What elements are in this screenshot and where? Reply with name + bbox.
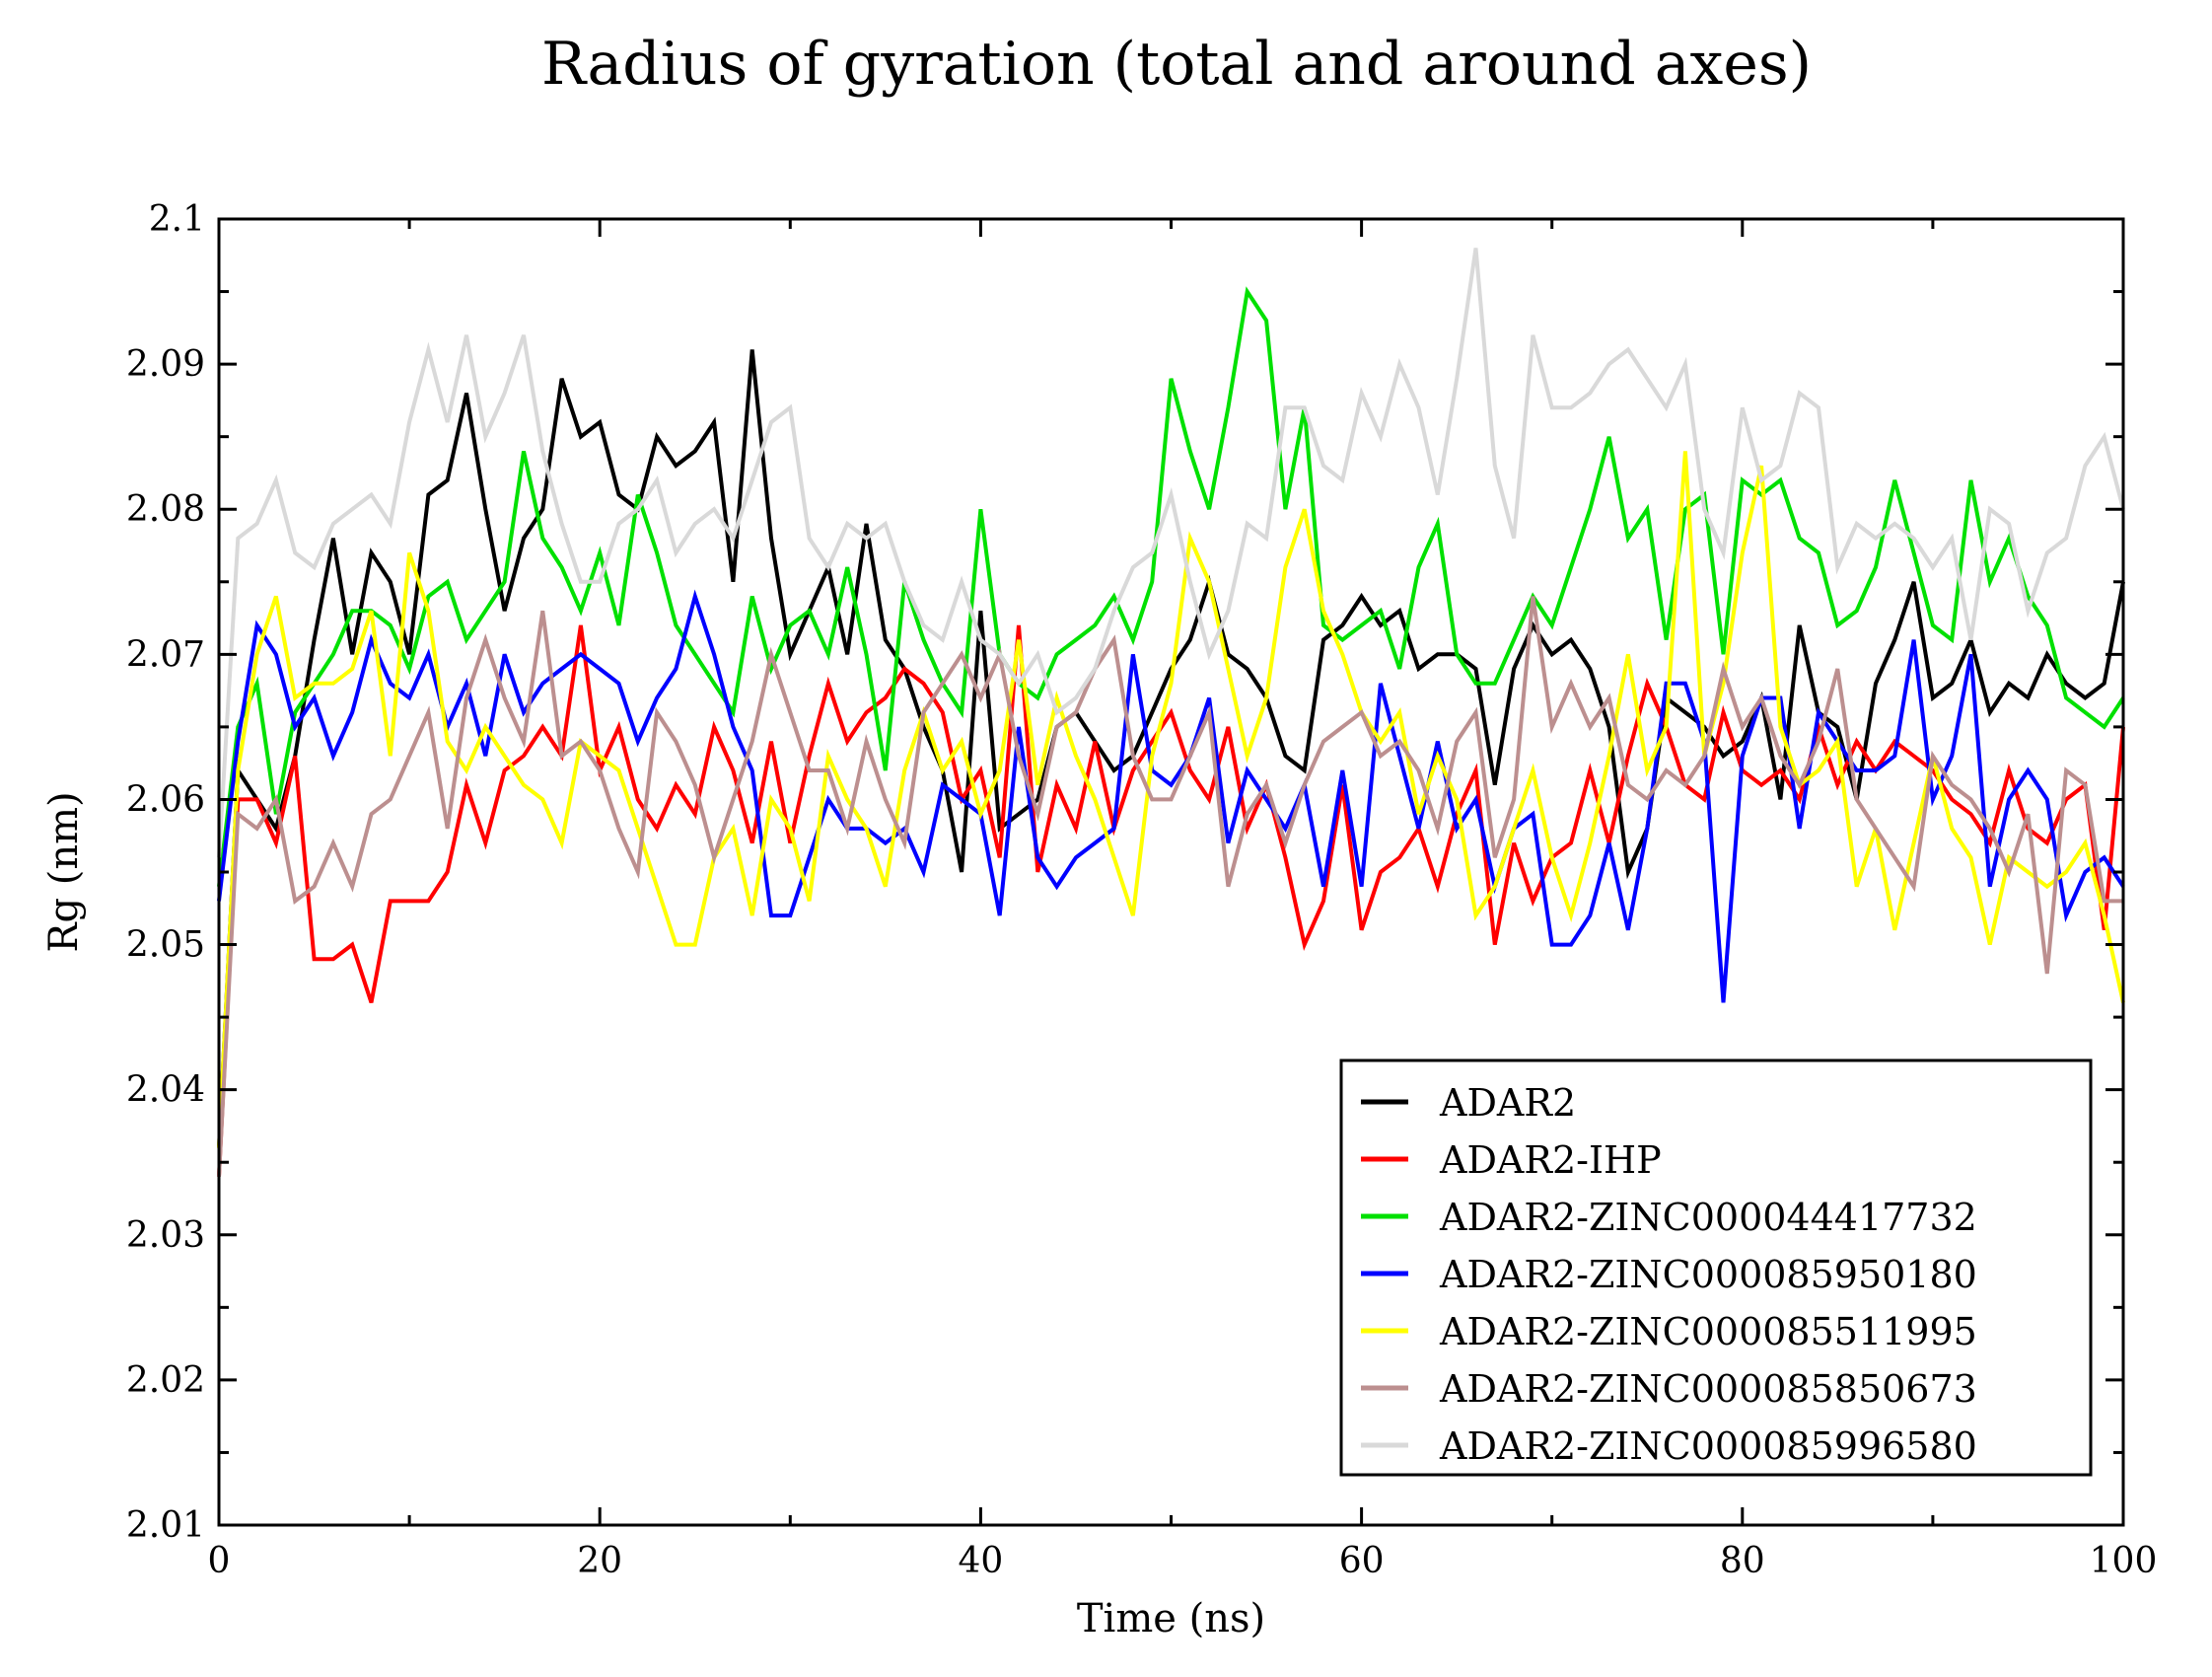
y-tick-label: 2.09 [126, 344, 205, 385]
x-tick-label: 0 [208, 1541, 231, 1581]
y-axis-label: Rg (nm) [41, 791, 87, 952]
series-line-5 [217, 596, 2123, 1178]
legend-label-5: ADAR2-ZINC000085850673 [1439, 1367, 1977, 1411]
y-tick-label: 2.07 [126, 634, 205, 675]
series-line-6 [217, 248, 2125, 858]
legend-label-2: ADAR2-ZINC000044417732 [1439, 1196, 1977, 1239]
y-tick-label: 2.02 [126, 1360, 205, 1401]
y-tick-label: 2.08 [126, 489, 205, 530]
y-tick-label: 2.06 [126, 779, 205, 820]
x-tick-labels: 0 20 40 60 80 100 [208, 1541, 2158, 1581]
legend-box [1339, 1058, 2093, 1477]
axis-ticks [217, 217, 2125, 1527]
x-tick-label: 60 [1339, 1541, 1385, 1581]
y-tick-label: 2.01 [126, 1505, 205, 1546]
legend-label-6: ADAR2-ZINC000085996580 [1439, 1424, 1977, 1468]
y-tick-labels: 2.01 2.02 2.03 2.04 2.05 2.06 2.07 2.08 2.09 2.1 [126, 199, 205, 1546]
x-tick-label: 80 [1720, 1541, 1765, 1581]
x-tick-label: 20 [577, 1541, 622, 1581]
y-tick-label: 2.03 [126, 1215, 205, 1256]
x-tick-label: 40 [958, 1541, 1003, 1581]
series-line-4 [217, 451, 2125, 1148]
x-tick-label: 100 [2090, 1541, 2158, 1581]
y-tick-label: 2.04 [126, 1070, 205, 1111]
legend-label-0: ADAR2 [1439, 1081, 1576, 1125]
y-tick-label: 2.05 [126, 925, 205, 966]
legend-label-3: ADAR2-ZINC000085950180 [1439, 1253, 1977, 1296]
chart-title: Radius of gyration (total and around axe… [541, 30, 1812, 99]
y-tick-label: 2.1 [149, 199, 205, 240]
series-line-2 [217, 286, 2125, 887]
series-line-3 [217, 589, 2125, 1003]
legend-label-1: ADAR2-IHP [1439, 1138, 1662, 1182]
legend-label-4: ADAR2-ZINC000085511995 [1439, 1310, 1977, 1353]
series-layer [217, 248, 2125, 1178]
x-axis-label: Time (ns) [1077, 1596, 1265, 1641]
legend: ADAR2 ADAR2-IHP ADAR2-ZINC000044417732 ADAR… [1339, 1058, 2093, 1477]
